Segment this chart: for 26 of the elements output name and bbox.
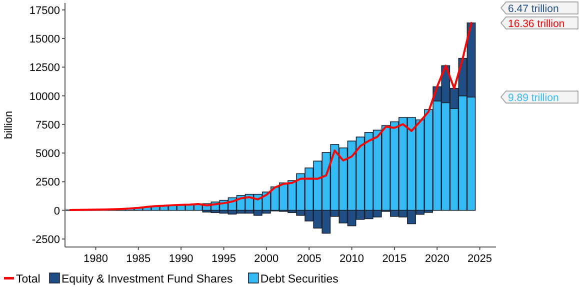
y-tick-label: 0 xyxy=(54,205,60,218)
x-tick-label: 2010 xyxy=(340,253,364,265)
y-axis-title: billion xyxy=(3,110,15,140)
x-tick-label: 1995 xyxy=(212,253,236,265)
x-tick-label: 2005 xyxy=(296,253,322,265)
y-tick-label: -2500 xyxy=(32,234,60,246)
text: 6.47 trillion xyxy=(508,2,559,15)
y-tick-label: 10000 xyxy=(29,90,60,103)
x-tick-label: 1990 xyxy=(168,253,194,265)
x-tick-label: 2000 xyxy=(254,253,279,265)
y-tick-label: 12500 xyxy=(29,62,60,74)
text: 16.36 trillion xyxy=(508,18,565,30)
legend-label: Total xyxy=(16,274,40,286)
x-tick-label: 1980 xyxy=(83,253,108,265)
y-tick-label: 5000 xyxy=(36,148,60,160)
x-tick-label: 2020 xyxy=(424,253,450,265)
x-tick-label: 2015 xyxy=(382,253,407,265)
y-tick-label: 2500 xyxy=(36,176,60,189)
y-tick-label: 17500 xyxy=(29,4,60,17)
legend-label: Debt Securities xyxy=(260,274,339,286)
y-tick-label: 15000 xyxy=(29,34,60,46)
legend-label: Equity & Investment Fund Shares xyxy=(62,274,234,286)
x-tick-label: 1985 xyxy=(126,253,151,265)
y-tick-label: 7500 xyxy=(36,119,60,132)
text: 9.89 trillion xyxy=(508,92,559,104)
x-tick-label: 2025 xyxy=(468,253,492,265)
